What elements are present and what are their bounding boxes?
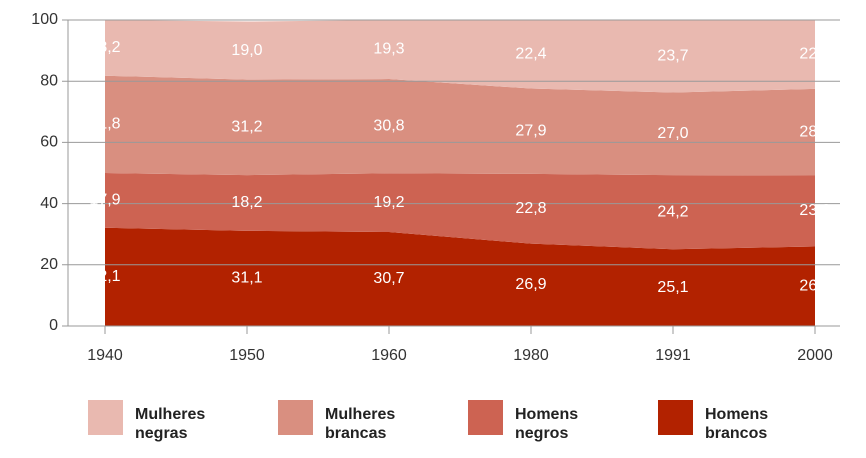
area — [105, 20, 815, 93]
data-label: 23,2 — [799, 202, 830, 219]
data-label: 19,3 — [373, 41, 404, 58]
y-tick-label: 80 — [40, 72, 58, 89]
data-label: 31,8 — [89, 116, 120, 133]
data-label: 17,9 — [89, 192, 120, 209]
data-label: 25,1 — [657, 279, 688, 296]
data-label: 32,1 — [89, 268, 120, 285]
legend-label: Mulheres negras — [135, 406, 206, 442]
data-label: 19,0 — [231, 42, 262, 59]
legend-label: Homens brancos — [705, 406, 769, 442]
data-label: 23,7 — [657, 47, 688, 64]
data-label: 19,2 — [373, 194, 404, 211]
data-label: 26,0 — [799, 277, 830, 294]
area — [105, 75, 815, 176]
legend-item: Mulheres brancas — [278, 400, 415, 443]
legend-swatch — [88, 400, 123, 435]
data-label: 27,9 — [515, 122, 546, 139]
legend-swatch — [658, 400, 693, 435]
y-tick-label: 0 — [49, 317, 58, 334]
data-label: 30,7 — [373, 270, 404, 287]
x-tick-label: 1991 — [655, 347, 691, 364]
legend-label: Mulheres brancas — [325, 406, 396, 442]
legend-item: Homens negros — [468, 400, 605, 443]
data-label: 27,0 — [657, 125, 688, 142]
x-tick-label: 1980 — [513, 347, 549, 364]
area — [105, 173, 815, 250]
data-label: 26,9 — [515, 276, 546, 293]
data-label: 18,2 — [89, 39, 120, 56]
data-label: 22,5 — [799, 46, 830, 63]
x-tick-label: 1960 — [371, 347, 407, 364]
legend-swatch — [278, 400, 313, 435]
data-label: 30,8 — [373, 117, 404, 134]
x-tick-label: 1940 — [87, 347, 123, 364]
data-label: 24,2 — [657, 203, 688, 220]
data-label: 31,2 — [231, 119, 262, 136]
area — [105, 227, 815, 326]
legend-item: Mulheres negras — [88, 400, 225, 443]
x-tick-label: 2000 — [797, 347, 833, 364]
data-label: 28,3 — [799, 123, 830, 140]
data-label: 22,8 — [515, 200, 546, 217]
legend-label: Homens negros — [515, 406, 579, 442]
y-tick-label: 20 — [40, 256, 58, 273]
chart: 0 20 40 60 80 100 1940 1950 1960 1980 1991 2000 32,1… — [31, 11, 840, 364]
data-label: 31,1 — [231, 270, 262, 287]
legend-item: Homens brancos — [658, 400, 795, 443]
data-label: 18,2 — [231, 194, 262, 211]
data-label: 22,4 — [515, 45, 546, 62]
x-tick-label: 1950 — [229, 347, 265, 364]
y-tick-label: 40 — [40, 195, 58, 212]
y-tick-label: 100 — [31, 11, 58, 28]
legend-swatch — [468, 400, 503, 435]
y-tick-label: 60 — [40, 134, 58, 151]
